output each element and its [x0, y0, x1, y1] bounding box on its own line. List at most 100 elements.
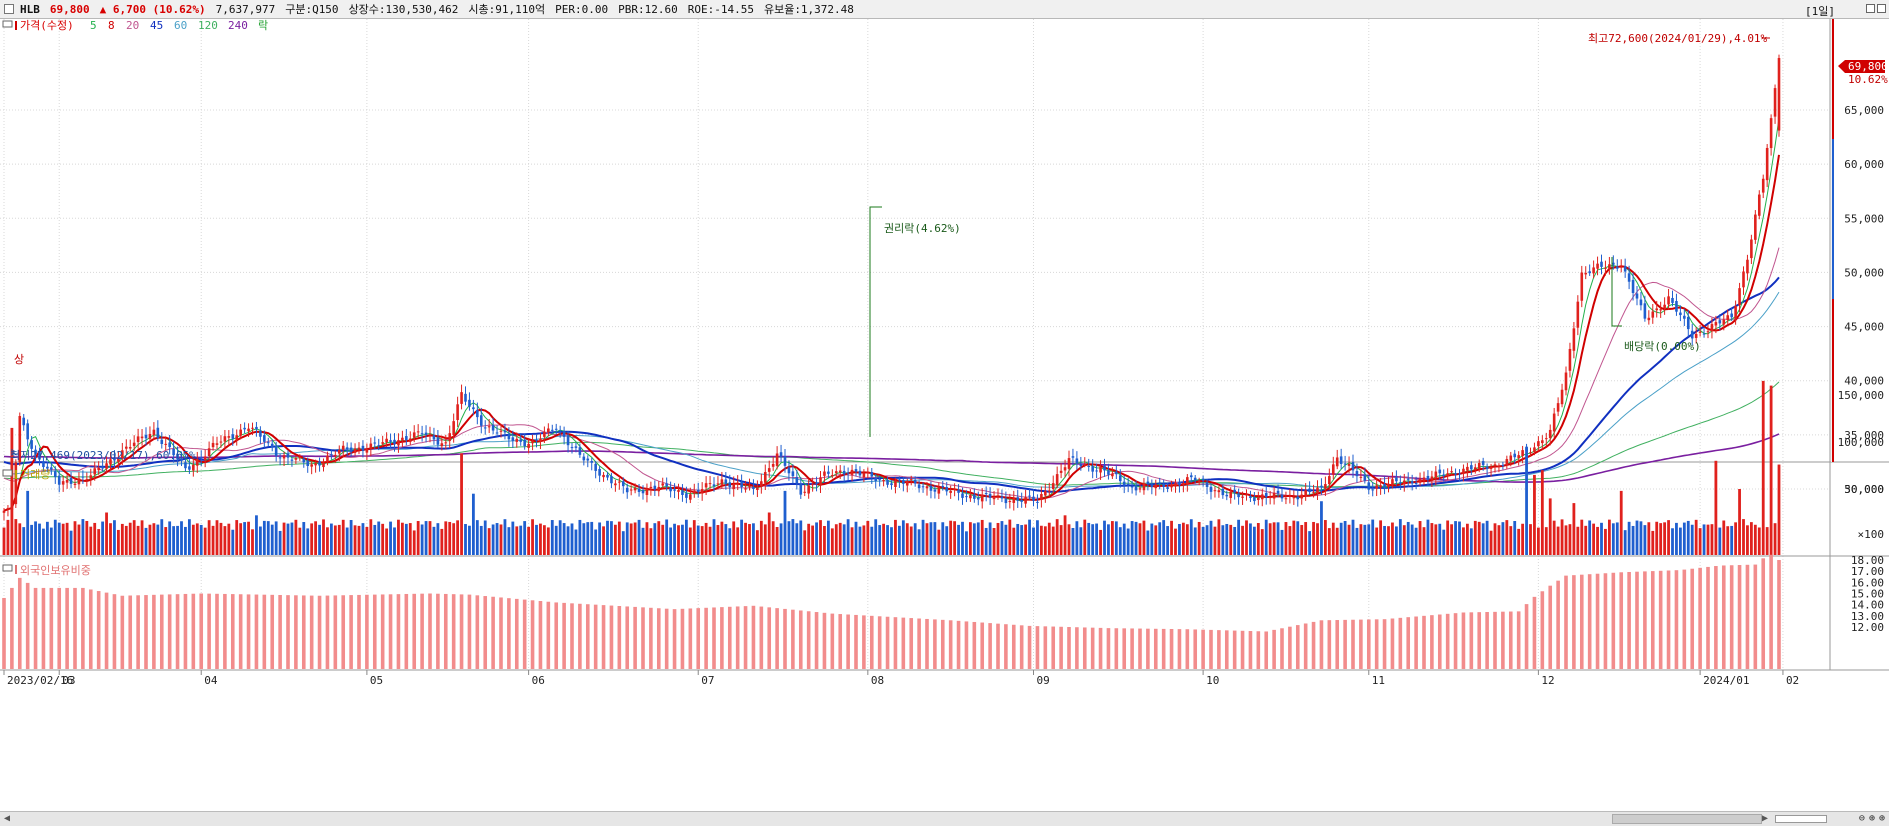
volume-bar — [1698, 528, 1702, 555]
volume-bar — [1576, 526, 1580, 555]
foreign-bar — [585, 604, 590, 669]
volume-bar — [239, 523, 243, 555]
volume-bar — [471, 493, 475, 555]
foreign-bar — [420, 593, 424, 669]
scroll-right-icon[interactable]: ▶ — [1762, 813, 1769, 824]
volume-bar — [420, 524, 424, 555]
candle-body — [1714, 322, 1718, 326]
candle-body — [1663, 304, 1666, 309]
volume-bar — [870, 526, 874, 555]
stock-chart: 30,000 35,000 40,000 45,000 50,000 55,000 60,0… — [0, 19, 1889, 687]
foreign-bar — [1248, 631, 1253, 669]
volume-bar — [85, 520, 89, 555]
candle-body — [148, 433, 152, 439]
foreign-bar — [49, 587, 54, 669]
candle-body — [629, 489, 633, 491]
candle-body — [1249, 496, 1252, 499]
volume-bar — [965, 531, 968, 555]
volume-bar — [1237, 519, 1241, 555]
candle-body — [1091, 466, 1094, 472]
candle-body — [519, 439, 523, 442]
volume-bar — [1331, 522, 1335, 555]
foreign-bar — [1280, 628, 1284, 669]
volume-bar — [866, 520, 870, 555]
volume-bar — [1525, 446, 1528, 555]
scroll-thumb[interactable] — [1612, 814, 1762, 824]
candle-body — [1174, 482, 1177, 487]
volume-bar — [527, 526, 531, 555]
volume-bar — [136, 525, 140, 555]
candle-body — [543, 431, 546, 437]
period-selector[interactable]: [1일] — [1805, 5, 1835, 18]
zoom-in-icon[interactable]: ⊕ — [1868, 813, 1875, 824]
foreign-bar — [1264, 631, 1269, 669]
volume-bar — [1410, 524, 1414, 555]
volume-bar — [337, 524, 341, 555]
candle-body — [412, 432, 416, 438]
roe-value: ROE:-14.55 — [687, 2, 754, 16]
volume-bar — [882, 523, 886, 555]
volume-bar — [247, 521, 250, 555]
volume-bar — [1517, 528, 1521, 555]
candle-body — [1765, 147, 1769, 181]
volume-bar — [1529, 524, 1532, 555]
foreign-bar — [1769, 554, 1773, 669]
zoom-reset-icon[interactable]: ⊕ — [1878, 813, 1885, 824]
volume-bar — [1181, 522, 1185, 555]
foreign-bar — [152, 594, 156, 669]
minimize-icon[interactable] — [1866, 4, 1875, 13]
volume-bar — [1075, 521, 1079, 555]
candle-body — [606, 474, 609, 478]
volume-bar — [554, 525, 558, 555]
foreign-bar — [1611, 572, 1616, 669]
close-icon[interactable] — [1877, 4, 1886, 13]
foreign-bar — [294, 595, 298, 669]
candle-body — [385, 438, 388, 443]
volume-bar — [270, 524, 274, 555]
zoom-out-icon[interactable]: ⊖ — [1858, 813, 1865, 824]
volume-bar — [460, 453, 463, 555]
volume-bar — [1036, 520, 1039, 555]
foreign-bar — [1327, 620, 1332, 669]
volume-bar — [625, 522, 629, 555]
candle-body — [689, 494, 692, 500]
legend-ma8: 8 — [108, 19, 115, 32]
candle-body — [957, 489, 960, 493]
candle-body — [1308, 488, 1311, 492]
volume-bar — [1402, 525, 1406, 555]
candle-body — [1466, 466, 1469, 471]
candle-body — [97, 467, 100, 471]
candle-body — [2, 510, 6, 513]
range-slider[interactable] — [1775, 815, 1827, 823]
candle-body — [1454, 473, 1457, 475]
foreign-bar — [1303, 623, 1308, 669]
foreign-bar — [759, 606, 764, 669]
candle-body — [77, 478, 81, 485]
volume-bar — [1296, 521, 1300, 555]
foreign-bar — [372, 594, 377, 669]
candle-body — [1375, 485, 1378, 489]
foreign-bar — [1146, 628, 1150, 669]
foreign-bar — [191, 593, 196, 669]
volume-bar — [961, 521, 964, 555]
foreign-bar — [704, 607, 708, 669]
horizontal-scrollbar[interactable]: ◀ ▶ ⊖ ⊕ ⊕ — [0, 811, 1889, 826]
volume-bar — [736, 527, 740, 555]
volume-bar — [1166, 526, 1170, 555]
x-tick-label: 12 — [1541, 674, 1554, 687]
candle-body — [483, 427, 487, 429]
foreign-bar — [1138, 628, 1142, 669]
candle-body — [468, 399, 471, 407]
candle-body — [203, 456, 207, 461]
foreign-bar — [1469, 612, 1474, 669]
candle-body — [53, 471, 57, 478]
volume-bar — [10, 427, 14, 555]
candle-body — [1257, 497, 1260, 500]
volume-bar — [448, 521, 452, 555]
candle-body — [219, 441, 223, 443]
scroll-left-icon[interactable]: ◀ — [4, 813, 11, 824]
volume-bar — [799, 520, 803, 555]
candle-body — [1083, 464, 1087, 466]
volume-bar — [1383, 525, 1386, 555]
chart-menu-icon[interactable] — [4, 4, 14, 14]
